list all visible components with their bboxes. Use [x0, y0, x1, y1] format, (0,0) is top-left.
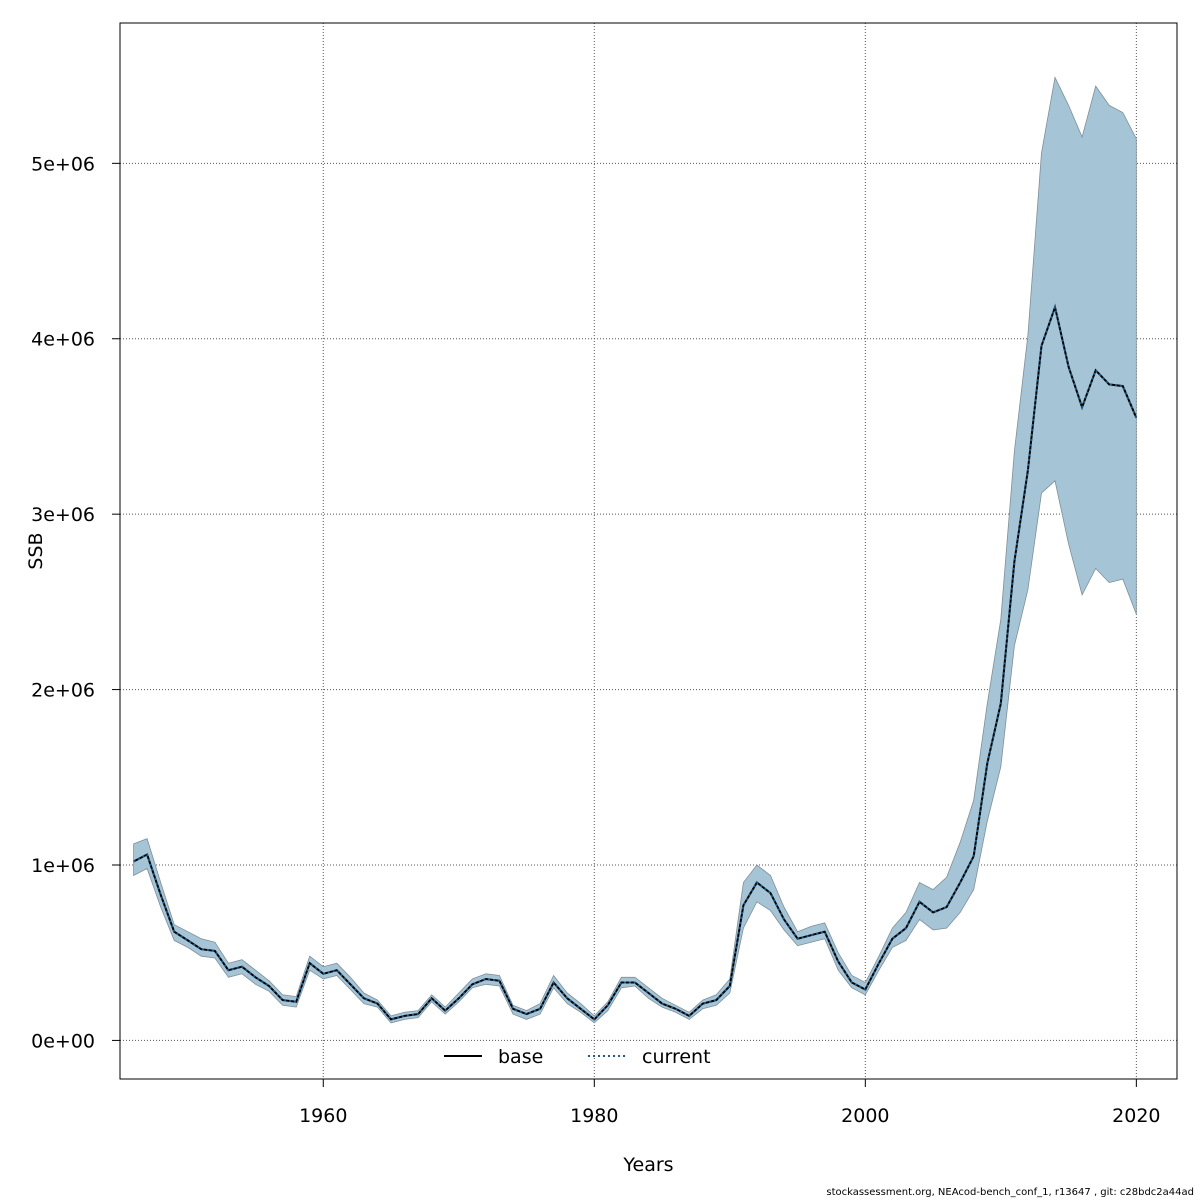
series-layer	[133, 303, 1138, 1021]
y-tick-label: 3e+06	[31, 504, 95, 526]
y-tick-label: 5e+06	[31, 153, 95, 175]
x-tick-label: 1960	[299, 1105, 347, 1127]
legend-label-current: current	[642, 1046, 711, 1068]
footer-note: stockassessment.org, NEAcod-bench_conf_1…	[826, 1187, 1194, 1198]
x-tick-label: 2000	[841, 1105, 889, 1127]
y-tick-label: 1e+06	[31, 855, 95, 877]
plot-frame	[119, 22, 1178, 1080]
legend: base current	[444, 1046, 711, 1068]
series-line-current	[133, 303, 1138, 1021]
band-layer	[133, 76, 1137, 1024]
x-tick-label: 2020	[1112, 1105, 1160, 1127]
x-axis: 1960 1980 2000 2020	[299, 1079, 1161, 1127]
y-tick-label: 0e+00	[31, 1030, 95, 1052]
y-tick-label: 4e+06	[31, 329, 95, 351]
y-tick-label: 2e+06	[31, 680, 95, 702]
x-tick-label: 1980	[570, 1105, 618, 1127]
y-axis: 0e+00 1e+06 2e+06 3e+06 4e+06 5e+06	[31, 153, 120, 1052]
y-axis-title: SSB	[25, 532, 47, 569]
x-axis-title: Years	[622, 1154, 673, 1176]
legend-label-base: base	[498, 1046, 543, 1068]
confidence-band	[133, 76, 1137, 1024]
